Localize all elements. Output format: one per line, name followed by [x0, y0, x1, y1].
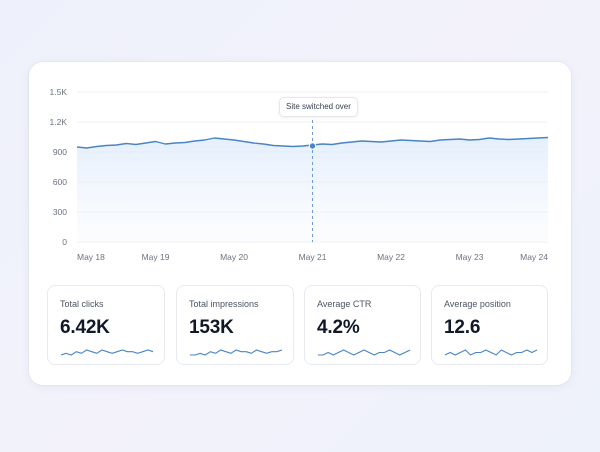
performance-chart[interactable]: 0 300 600 900 1.2K 1.5K May 18 May 19 May 20 May … [29, 62, 571, 277]
sparkline-path [60, 349, 154, 356]
x-tick-label: May 23 [456, 252, 484, 262]
x-tick-label: May 20 [220, 252, 248, 262]
y-tick-label: 0 [62, 237, 67, 247]
y-tick-label: 1.5K [50, 87, 68, 97]
sparkline-path [190, 349, 283, 356]
area-fill [77, 137, 548, 242]
annotation-tooltip: Site switched over [279, 97, 358, 117]
y-tick-label: 1.2K [50, 117, 68, 127]
metric-label: Total impressions [189, 299, 259, 309]
sparkline-path [444, 349, 538, 356]
y-tick-label: 600 [53, 177, 67, 187]
metric-card-total-impressions[interactable]: Total impressions 153K [176, 285, 294, 365]
metric-label: Average CTR [317, 299, 372, 309]
analytics-card: 0 300 600 900 1.2K 1.5K May 18 May 19 May 20 May … [29, 62, 571, 385]
y-tick-label: 300 [53, 207, 67, 217]
metric-label: Total clicks [60, 299, 104, 309]
sparkline [190, 349, 283, 356]
sparkline-path [318, 349, 411, 356]
x-tick-label: May 22 [377, 252, 405, 262]
metric-card-average-position[interactable]: Average position 12.6 [431, 285, 548, 365]
metric-value: 4.2% [317, 317, 360, 338]
y-tick-label: 900 [53, 147, 67, 157]
metric-card-average-ctr[interactable]: Average CTR 4.2% [304, 285, 421, 365]
metric-value: 6.42K [60, 317, 110, 338]
sparkline [318, 349, 411, 356]
x-tick-label: May 24 [520, 252, 548, 262]
sparkline [444, 349, 538, 356]
x-tick-label: May 19 [142, 252, 170, 262]
annotation-point [308, 142, 317, 150]
x-tick-label: May 18 [77, 252, 105, 262]
x-tick-label: May 21 [299, 252, 327, 262]
metric-value: 153K [189, 317, 234, 338]
metric-value: 12.6 [444, 317, 481, 338]
metric-label: Average position [444, 299, 511, 309]
sparkline [60, 349, 154, 356]
metric-card-total-clicks[interactable]: Total clicks 6.42K [47, 285, 165, 365]
